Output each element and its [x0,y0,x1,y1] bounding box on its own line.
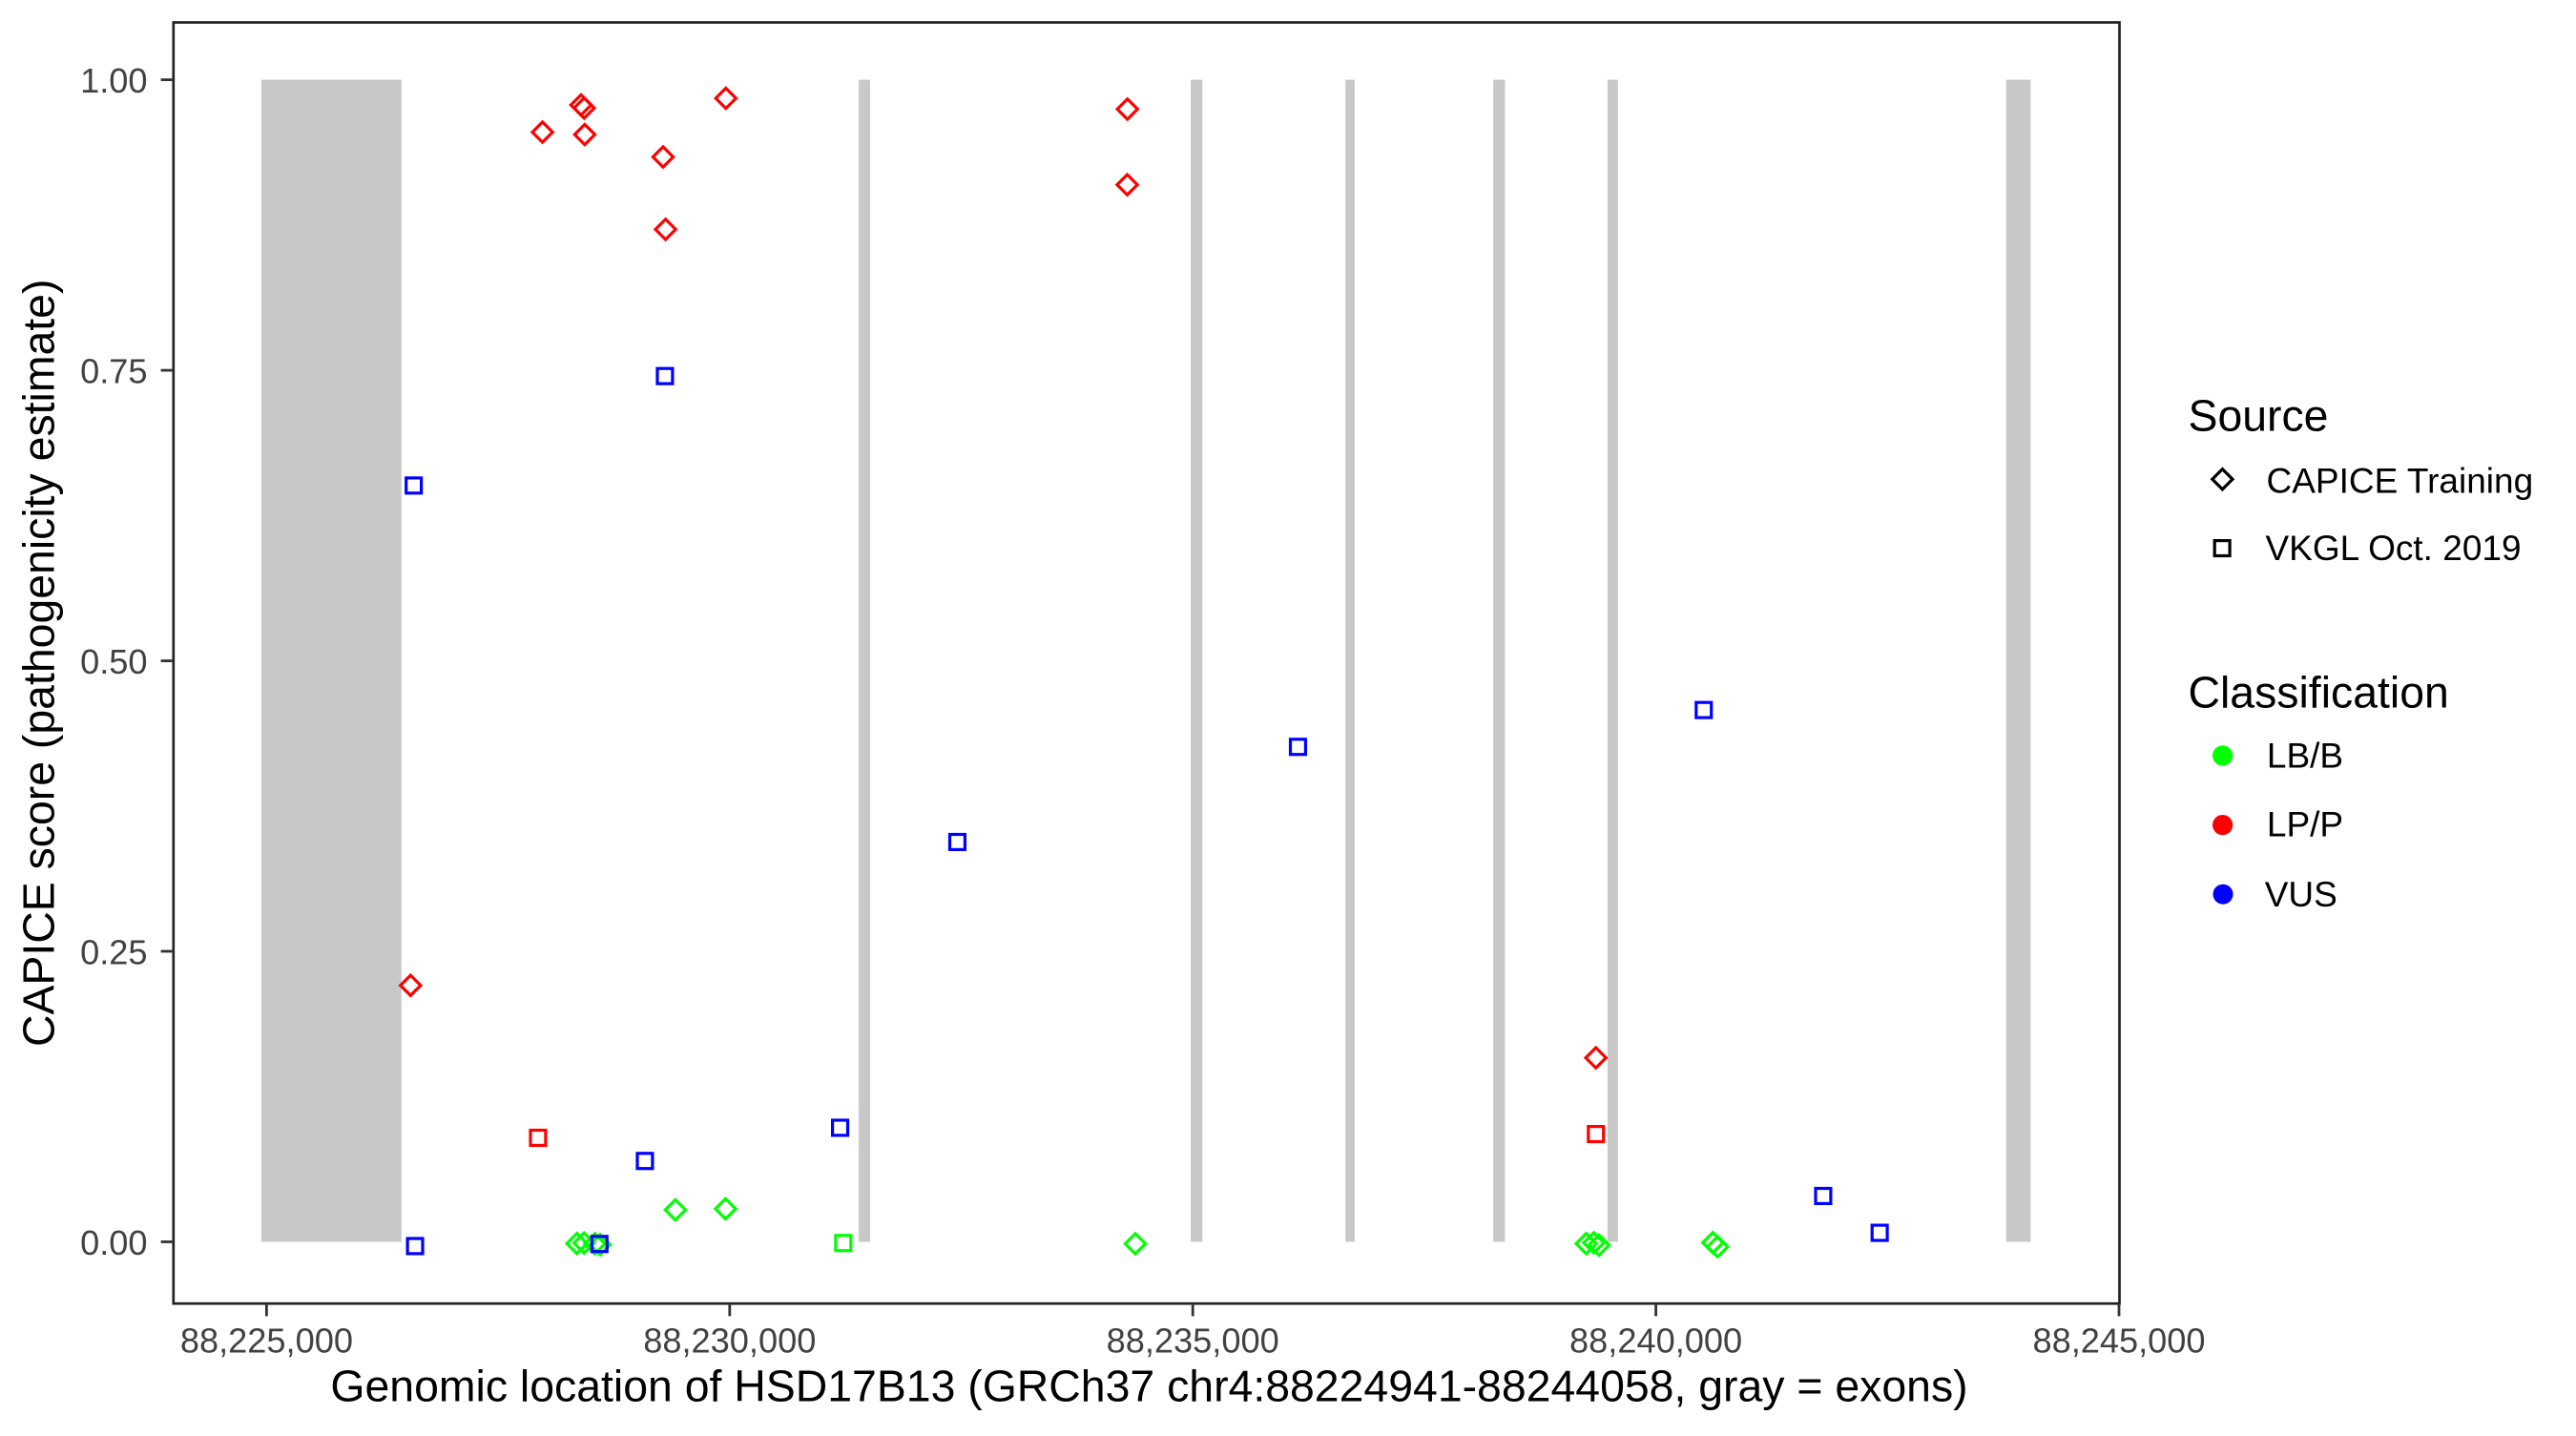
svg-text:0.25: 0.25 [80,933,147,972]
svg-text:0.50: 0.50 [80,642,147,681]
svg-text:88,225,000: 88,225,000 [180,1322,353,1361]
svg-text:88,245,000: 88,245,000 [2032,1322,2205,1361]
svg-text:LP/P: LP/P [2267,805,2343,844]
svg-text:LB/B: LB/B [2267,737,2343,776]
svg-text:Classification: Classification [2189,668,2449,718]
svg-text:Genomic location of HSD17B13 (: Genomic location of HSD17B13 (GRCh37 chr… [330,1362,1967,1411]
svg-text:0.75: 0.75 [80,352,147,391]
svg-text:CAPICE score (pathogenicity es: CAPICE score (pathogenicity estimate) [14,280,64,1047]
svg-text:1.00: 1.00 [80,61,147,100]
svg-text:88,235,000: 88,235,000 [1107,1322,1279,1361]
svg-text:VUS: VUS [2265,875,2337,914]
svg-text:88,240,000: 88,240,000 [1569,1322,1742,1361]
svg-text:88,230,000: 88,230,000 [643,1322,816,1361]
svg-text:Source: Source [2189,391,2329,441]
svg-text:CAPICE Training: CAPICE Training [2267,462,2534,501]
svg-text:0.00: 0.00 [80,1223,147,1262]
svg-text:VKGL Oct. 2019: VKGL Oct. 2019 [2266,529,2522,568]
